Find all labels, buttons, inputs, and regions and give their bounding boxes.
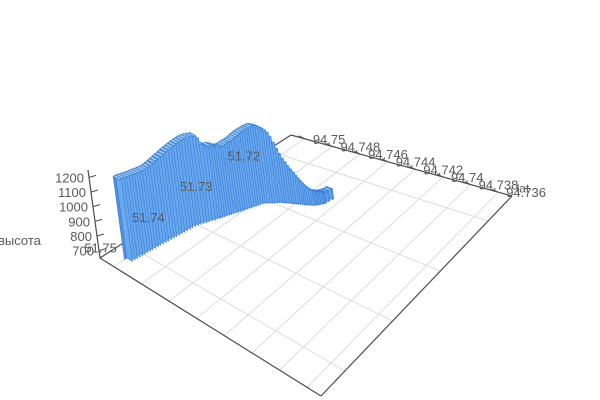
y-tick-label: 94.748	[340, 139, 380, 154]
z-tick-label: 1100	[58, 185, 86, 200]
z-tick-label: 800	[70, 229, 92, 244]
y-tick-label: 94.746	[368, 147, 408, 162]
x-tick-label: 51.75	[84, 241, 117, 256]
y-tick-label: 94.74	[451, 170, 484, 185]
z-axis-title: высота	[0, 233, 42, 248]
x-tick-label: 51.73	[180, 179, 213, 194]
y-tick-label: 94.736	[506, 185, 546, 200]
z-tick-label: 1200	[55, 170, 84, 185]
z-tick-label: 1000	[59, 200, 88, 215]
y-tick-label: 94.744	[396, 155, 436, 170]
y-tick-label: 94.738	[479, 178, 519, 193]
bars-layer	[112, 122, 335, 262]
y-tick-label: 94.75	[313, 132, 346, 147]
y-tick-label: 94.742	[423, 162, 463, 177]
bar-3d	[112, 174, 133, 262]
x-tick-label: 51.74	[132, 210, 165, 225]
y-axis-title: lat	[517, 182, 530, 196]
z-tick-label: 900	[68, 214, 90, 229]
z-tick-label: 700	[72, 244, 94, 259]
x-tick-label: 51.72	[228, 148, 261, 163]
